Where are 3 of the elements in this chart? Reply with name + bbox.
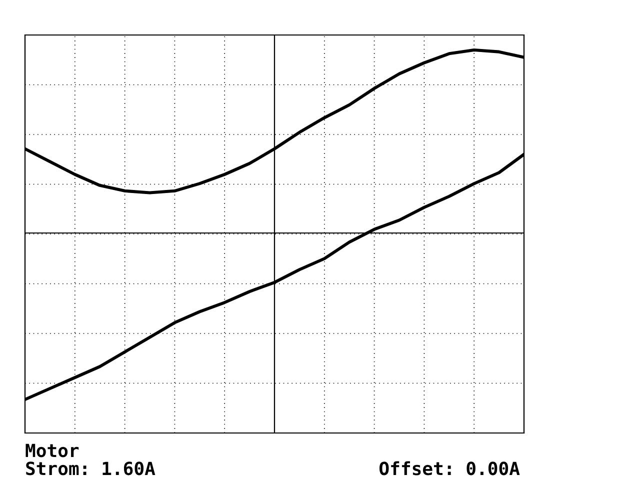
text: Motor xyxy=(26,444,79,458)
text: Strom: 1.60A xyxy=(26,462,156,476)
text: Offset: 0.00A xyxy=(380,461,520,476)
